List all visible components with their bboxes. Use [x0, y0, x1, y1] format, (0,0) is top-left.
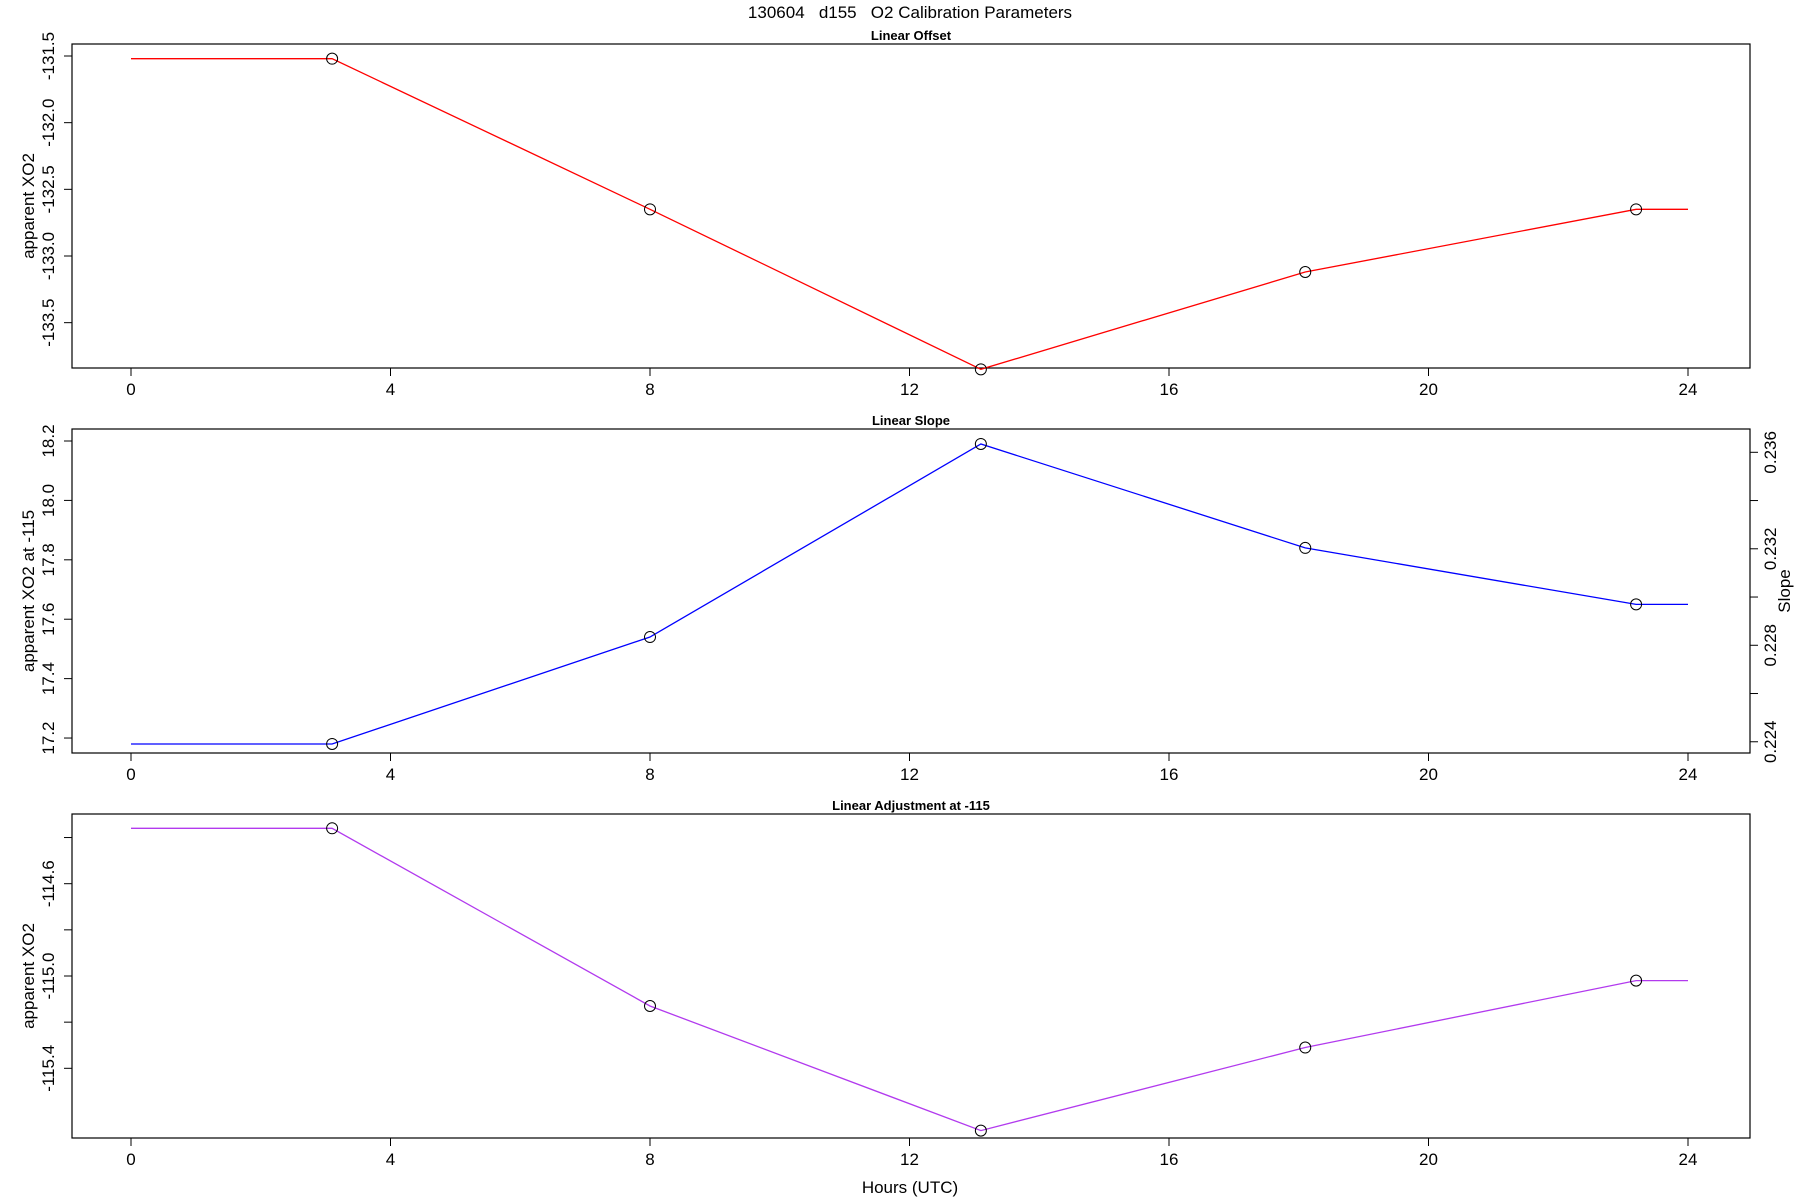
x-tick-label: 0	[126, 765, 135, 784]
plot-frame	[71, 43, 1751, 369]
data-point	[1299, 1041, 1312, 1054]
x-tick-label: 20	[1419, 380, 1438, 399]
y-right-tick-label: 0.228	[1761, 624, 1780, 667]
chart-panel-2: Linear Slope 0 4 8 12 16 20 24 17.2 17.4 17.6 17.8 1…	[19, 413, 1794, 784]
y-axis-label-right: Slope	[1775, 569, 1794, 612]
data-point	[1630, 598, 1643, 611]
y-tick-label: 18.0	[39, 484, 58, 517]
y-tick-label: 17.6	[39, 603, 58, 636]
x-tick-label: 20	[1419, 765, 1438, 784]
x-tick-label: 16	[1160, 380, 1179, 399]
series-line	[131, 443, 1688, 745]
plot-frame	[71, 428, 1751, 754]
y-tick-label: -133.0	[39, 232, 58, 280]
x-axis-label: Hours (UTC)	[862, 1178, 958, 1197]
y-tick-label: -114.6	[39, 860, 58, 907]
data-point	[1630, 203, 1643, 216]
data-point	[974, 363, 987, 376]
data-point	[1299, 266, 1312, 278]
y-tick-label: -132.5	[39, 165, 58, 213]
x-tick-label: 4	[386, 765, 395, 784]
x-tick-label: 16	[1160, 1150, 1179, 1169]
y-tick-label: -115.0	[39, 953, 58, 1000]
y-right-tick-label: 0.224	[1761, 720, 1780, 763]
y-tick-label: 17.8	[39, 543, 58, 576]
x-tick-label: 12	[900, 1150, 919, 1169]
y-axis-label: apparent XO2 at -115	[19, 510, 38, 672]
x-tick-label: 12	[900, 380, 919, 399]
y-axis-label: apparent XO2	[19, 923, 38, 1029]
y-tick-label: -131.5	[39, 32, 58, 80]
data-point	[1299, 541, 1312, 554]
y-tick-label: -133.5	[39, 299, 58, 347]
x-tick-label: 12	[900, 765, 919, 784]
y-tick-label: -132.0	[39, 99, 58, 147]
data-point	[326, 737, 339, 750]
y-axis-label: apparent XO2	[19, 153, 38, 259]
data-point	[644, 203, 656, 216]
y-tick-label: -115.4	[39, 1045, 58, 1092]
x-tick-label: 4	[386, 380, 395, 399]
x-tick-label: 0	[126, 1150, 135, 1169]
data-point	[644, 1000, 656, 1012]
chart-panel-1: Linear Offset 0 4 8 12 16 20 24 -131.5 -132.0 -132…	[19, 28, 1751, 399]
data-point	[1630, 974, 1643, 987]
y-right-tick-label: 0.232	[1761, 528, 1780, 571]
plot-frame	[71, 813, 1751, 1139]
x-tick-label: 8	[645, 1150, 654, 1169]
y-tick-label: 17.2	[39, 721, 58, 754]
chart-panel-3: Linear Adjustment at -115 0 4 8 12 16 20 24 -114…	[19, 798, 1751, 1169]
panel-title: Linear Offset	[871, 28, 952, 43]
x-tick-label: 20	[1419, 1150, 1438, 1169]
data-point	[326, 822, 339, 835]
y-tick-label: 17.4	[39, 662, 58, 695]
x-tick-label: 4	[386, 1150, 395, 1169]
x-tick-label: 24	[1679, 765, 1698, 784]
x-tick-label: 16	[1160, 765, 1179, 784]
x-tick-label: 24	[1679, 380, 1698, 399]
x-tick-label: 0	[126, 380, 135, 399]
y-right-tick-label: 0.236	[1761, 431, 1780, 474]
figure-title: 130604 d155 O2 Calibration Parameters	[748, 3, 1072, 22]
x-tick-label: 24	[1679, 1150, 1698, 1169]
data-point	[326, 52, 339, 65]
y-tick-label: 18.2	[39, 424, 58, 457]
x-tick-label: 8	[645, 765, 654, 784]
panel-title: Linear Adjustment at -115	[832, 798, 990, 813]
x-tick-label: 8	[645, 380, 654, 399]
plots-container: Linear Offset 0 4 8 12 16 20 24 -131.5 -132.0 -132…	[19, 28, 1794, 1169]
data-point	[974, 1124, 987, 1137]
data-point	[974, 437, 987, 450]
panel-title: Linear Slope	[872, 413, 950, 428]
series-line	[131, 827, 1688, 1132]
series-line	[131, 58, 1688, 370]
data-point	[644, 631, 656, 644]
